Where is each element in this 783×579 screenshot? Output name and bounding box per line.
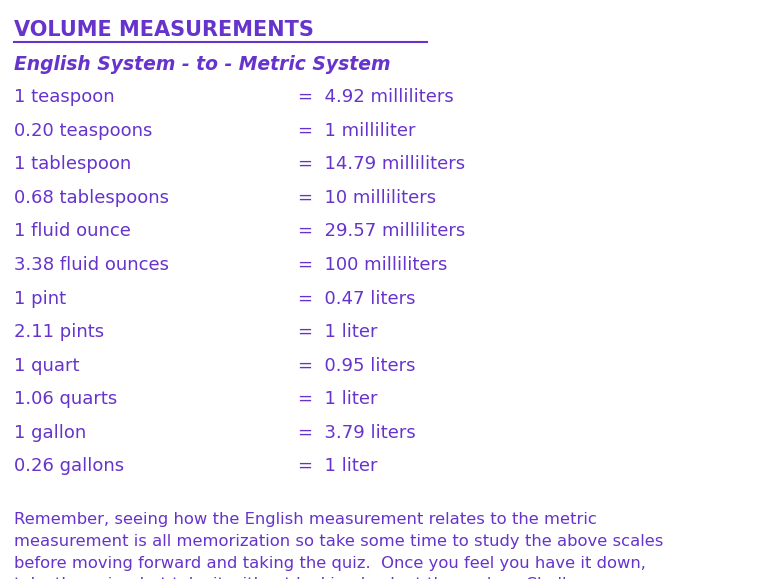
Text: =  1 milliliter: = 1 milliliter bbox=[298, 122, 415, 140]
Text: 2.11 pints: 2.11 pints bbox=[14, 323, 104, 341]
Text: 1 tablespoon: 1 tablespoon bbox=[14, 155, 132, 173]
Text: =  0.47 liters: = 0.47 liters bbox=[298, 290, 415, 307]
Text: 0.20 teaspoons: 0.20 teaspoons bbox=[14, 122, 153, 140]
Text: English System - to - Metric System: English System - to - Metric System bbox=[14, 55, 391, 74]
Text: 1 fluid ounce: 1 fluid ounce bbox=[14, 222, 131, 240]
Text: 1 teaspoon: 1 teaspoon bbox=[14, 88, 115, 106]
Text: =  4.92 milliliters: = 4.92 milliliters bbox=[298, 88, 453, 106]
Text: =  100 milliliters: = 100 milliliters bbox=[298, 256, 447, 274]
Text: 0.68 tablespoons: 0.68 tablespoons bbox=[14, 189, 169, 207]
Text: =  1 liter: = 1 liter bbox=[298, 390, 377, 408]
Text: 3.38 fluid ounces: 3.38 fluid ounces bbox=[14, 256, 169, 274]
Text: 0.26 gallons: 0.26 gallons bbox=[14, 457, 124, 475]
Text: =  1 liter: = 1 liter bbox=[298, 457, 377, 475]
Text: =  1 liter: = 1 liter bbox=[298, 323, 377, 341]
Text: =  10 milliliters: = 10 milliliters bbox=[298, 189, 435, 207]
Text: 1.06 quarts: 1.06 quarts bbox=[14, 390, 117, 408]
Text: 1 pint: 1 pint bbox=[14, 290, 67, 307]
Text: =  0.95 liters: = 0.95 liters bbox=[298, 357, 415, 375]
Text: =  3.79 liters: = 3.79 liters bbox=[298, 424, 415, 442]
Text: =  29.57 milliliters: = 29.57 milliliters bbox=[298, 222, 465, 240]
Text: 1 quart: 1 quart bbox=[14, 357, 80, 375]
Text: VOLUME MEASUREMENTS: VOLUME MEASUREMENTS bbox=[14, 20, 314, 41]
Text: =  14.79 milliliters: = 14.79 milliliters bbox=[298, 155, 464, 173]
Text: 1 gallon: 1 gallon bbox=[14, 424, 86, 442]
Text: Remember, seeing how the English measurement relates to the metric
measurement i: Remember, seeing how the English measure… bbox=[14, 512, 663, 579]
